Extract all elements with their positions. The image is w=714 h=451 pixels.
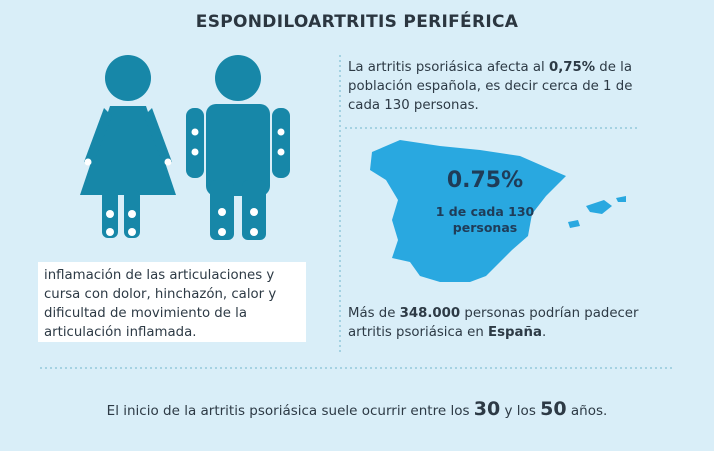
map-caption: 1 de cada 130 personas [435,204,535,235]
spain-map [370,140,626,282]
highlight: 348.000 [399,306,461,321]
man-icon [186,55,290,240]
joint-dots [84,128,285,236]
text: y los [500,403,541,419]
text: de la población española, es decir cerca… [348,60,633,113]
text: El inicio de la artritis psoriásica suel… [106,403,474,419]
onset-text: El inicio de la artritis psoriásica suel… [0,398,714,420]
highlight: 0,75% [548,60,596,75]
map-percent: 0.75% [446,168,524,193]
text: La artritis psoriásica afecta al [348,60,549,75]
woman-icon [80,55,176,238]
text: años. [566,403,608,419]
affected-text: Más de 348.000 personas podrían padecer … [348,304,648,342]
highlight: España [488,325,542,340]
text: . [541,325,547,340]
age: 30 [473,398,501,420]
prevalence-text: La artritis psoriásica afecta al 0,75% d… [348,58,638,115]
symptoms-text: inflamación de las articulaciones y curs… [38,262,306,342]
text: Más de [348,306,400,321]
age: 50 [540,398,567,420]
title: ESPONDILOARTRITIS PERIFÉRICA [195,12,519,32]
text: personas podrían padecer artritis psoriá… [348,306,639,340]
